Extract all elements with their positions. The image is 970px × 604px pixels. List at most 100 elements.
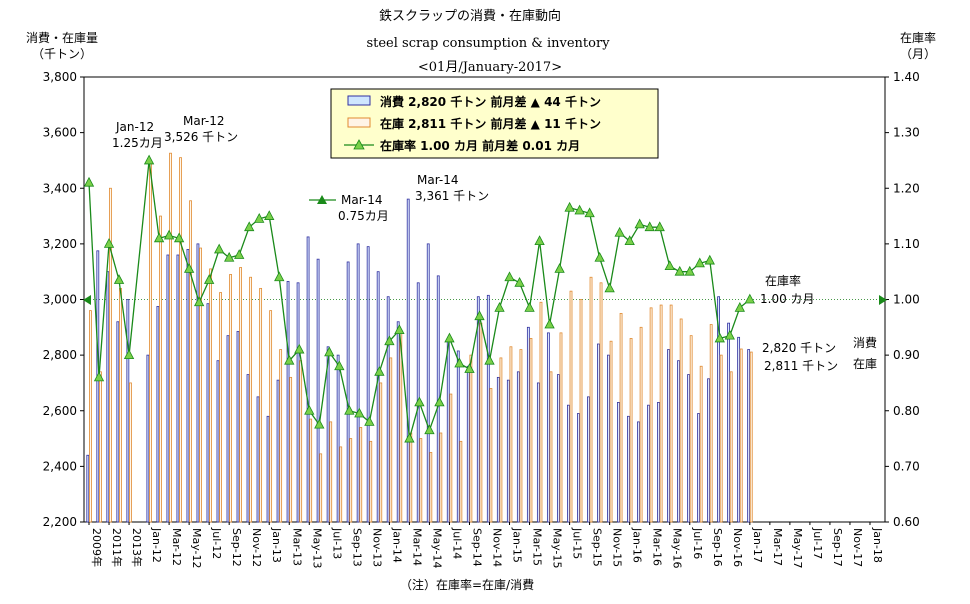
consumption-bar	[166, 254, 170, 523]
inventory-bar	[529, 338, 533, 523]
right-axis-tick-label: 1.00	[893, 293, 920, 307]
consumption-bar	[647, 404, 650, 523]
consumption-bar	[156, 306, 160, 523]
right-axis-tick-label: 0.80	[893, 404, 920, 418]
inventory-bar	[499, 357, 503, 523]
ratio-marker	[544, 318, 555, 329]
consumption-bar	[476, 296, 480, 523]
right-axis-tick-label: 0.90	[893, 348, 920, 362]
consumption-bar	[747, 349, 751, 523]
consumption-bar	[657, 402, 660, 523]
x-axis-tick-label: Nov-17	[851, 528, 864, 567]
bar-series	[86, 152, 753, 523]
ratio-marker	[153, 232, 165, 243]
inventory-bar	[359, 427, 363, 523]
legend-swatch-ratio-marker	[353, 139, 365, 150]
left-axis-tick-label: 3,600	[43, 126, 77, 140]
inventory-bar	[209, 268, 212, 523]
ratio-marker	[83, 176, 95, 187]
x-axis-tick-label: Jul-15	[571, 527, 584, 559]
inventory-bar	[269, 310, 273, 523]
inventory-bar	[489, 388, 493, 523]
inventory-bar	[199, 247, 202, 523]
ratio-marker	[143, 154, 155, 165]
x-axis-tick-label: Jul-12	[210, 527, 223, 559]
inventory-bar	[599, 282, 603, 523]
ratio-marker	[584, 207, 595, 218]
inventory-bar	[639, 326, 643, 523]
inventory-bar	[379, 382, 383, 523]
inventory-bar	[409, 432, 413, 523]
annotation-mar14-ratio-month: Mar-14	[341, 193, 382, 207]
ratio-marker	[173, 232, 185, 243]
x-axis-tick-label: May-15	[551, 528, 564, 569]
ratio-marker	[634, 218, 645, 229]
inventory-bar	[539, 301, 543, 523]
consumption-bar	[86, 454, 90, 523]
inventory-bar	[249, 276, 253, 523]
x-axis-tick-label: Jan-15	[511, 527, 524, 563]
inventory-bar	[289, 376, 293, 523]
x-axis-ticks: 2009年 2011年 2013年 Jan-12 Mar-12 May-12 Jul-12 S…	[88, 522, 884, 569]
ratio-marker	[724, 329, 735, 340]
ratio-marker	[344, 404, 355, 415]
inventory-bar	[659, 304, 663, 523]
left-axis-tick-label: 2,400	[43, 459, 77, 473]
consumption-bar	[677, 360, 680, 523]
chart-date: <01月/January-2017>	[418, 60, 562, 75]
legend-label-consumption: 消費 2,820 千トン 前月差 ▲ 44 千トン	[380, 94, 601, 109]
x-axis-tick-label: Jan-13	[270, 527, 283, 563]
inventory-bar	[589, 276, 593, 523]
x-axis-tick-label: Mar-17	[771, 528, 784, 566]
consumption-bar	[546, 332, 550, 523]
x-axis-tick-label: Mar-15	[531, 528, 544, 566]
consumption-bar	[296, 282, 300, 523]
inventory-bar	[469, 354, 473, 523]
inventory-bar	[169, 152, 172, 523]
ratio-markers	[83, 154, 755, 443]
ratio-marker	[264, 210, 275, 220]
consumption-bar	[456, 350, 460, 523]
x-axis-tick-label: Jan-16	[631, 527, 644, 563]
consumption-bar	[336, 354, 340, 523]
inventory-bar	[349, 438, 353, 523]
left-axis-tick-label: 3,200	[43, 237, 77, 251]
inventory-bar	[149, 160, 152, 523]
consumption-bar	[687, 374, 690, 523]
ratio-marker	[624, 235, 635, 245]
inventory-bar	[279, 349, 283, 523]
ratio-marker	[574, 204, 585, 215]
consumption-bar	[206, 303, 210, 523]
annotation-jan12-value: 1.25カ月	[112, 136, 163, 150]
consumption-bar	[126, 299, 130, 523]
footnote: （注）在庫率=在庫/消費	[400, 577, 534, 592]
left-axis-tick-label: 2,800	[43, 348, 77, 362]
inventory-bar	[689, 335, 693, 523]
annotation-latest-consumption: 2,820 千トン	[762, 341, 836, 355]
ratio-marker	[103, 238, 115, 248]
consumption-bar	[236, 331, 240, 523]
consumption-bar	[446, 340, 450, 523]
ratio-marker	[123, 349, 135, 360]
consumption-bar	[96, 250, 100, 523]
ratio-marker	[704, 254, 715, 265]
inventory-bar	[419, 438, 423, 523]
ratio-marker	[394, 324, 405, 334]
consumption-bar	[526, 326, 530, 523]
consumption-bar	[697, 413, 700, 523]
consumption-bar	[727, 322, 731, 523]
annotation-latest-inventory: 2,811 千トン	[764, 359, 838, 373]
consumption-bar	[426, 243, 430, 523]
inventory-bar	[719, 354, 723, 523]
inventory-bar	[479, 322, 483, 523]
legend-label-ratio: 在庫率 1.00 カ月 前月差 0.01 カ月	[380, 138, 580, 153]
ratio-marker	[734, 301, 745, 312]
consumption-bar	[356, 243, 360, 523]
right-axis-tick-label: 0.70	[893, 459, 920, 473]
ratio-marker	[444, 332, 455, 343]
consumption-bar	[516, 371, 520, 523]
left-axis-tick-label: 2,600	[43, 404, 77, 418]
chart-title: 鉄スクラップの消費・在庫動向	[379, 8, 561, 24]
ratio-marker	[434, 396, 445, 407]
ratio-marker	[594, 251, 605, 262]
